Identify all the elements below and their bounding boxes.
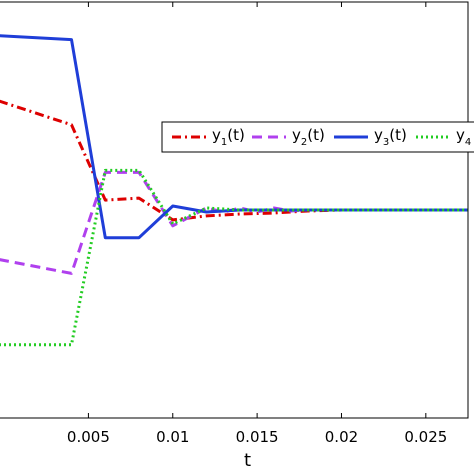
- x-tick-label: 0.01: [156, 428, 189, 446]
- plot-frame: [0, 1, 469, 419]
- series-line-4: [0, 168, 468, 347]
- x-tick-label: 0.02: [325, 428, 358, 446]
- x-tick-label: 0.015: [236, 428, 279, 446]
- legend-label: y3(t): [374, 126, 407, 148]
- x-axis-label: t: [244, 450, 251, 471]
- legend-label: y4: [456, 126, 471, 148]
- legend-label: y2(t): [292, 126, 325, 148]
- series-layer: [0, 34, 468, 347]
- legend: y1(t) y2(t) y3(t) y4: [161, 121, 474, 153]
- legend-label: y1(t): [212, 126, 245, 148]
- x-axis: 0.005 0.01 0.015 0.02 0.025: [67, 2, 447, 446]
- x-tick-label: 0.005: [67, 428, 110, 446]
- x-tick-label: 0.025: [404, 428, 447, 446]
- series-line-1: [0, 99, 468, 222]
